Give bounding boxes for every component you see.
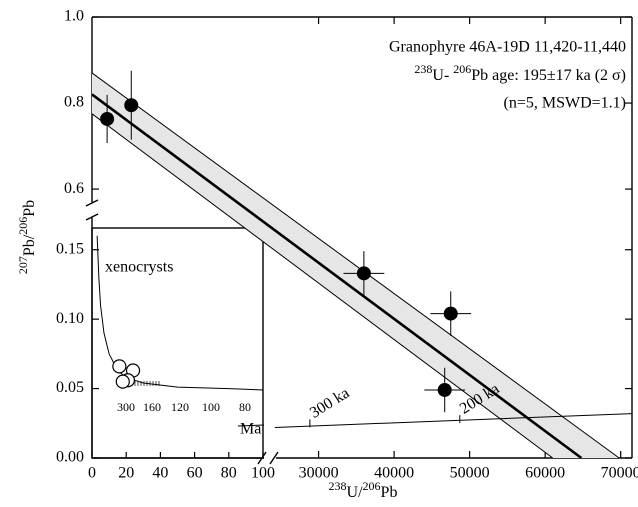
text-part: Pb xyxy=(381,484,398,501)
text-part: U- xyxy=(432,67,453,84)
x-tick-label: 40000 xyxy=(374,465,414,482)
inset-age-label: 100 xyxy=(202,400,220,414)
frame xyxy=(85,16,633,465)
y-tick-label: 1.0 xyxy=(64,8,84,25)
concordia xyxy=(274,413,633,428)
x-tick-label: 30000 xyxy=(299,465,339,482)
superscript: 238 xyxy=(329,479,347,493)
inset-age-unit: Ma xyxy=(240,421,261,438)
inset-point xyxy=(112,359,127,374)
inset-point xyxy=(115,374,130,389)
y-axis-label: 207Pb/206Pb xyxy=(16,200,38,274)
x-tick-label: 60000 xyxy=(525,465,565,482)
concordia-lead xyxy=(237,424,265,427)
text-part: Pb/ xyxy=(21,234,38,256)
text-part: Pb age: 195±17 ka (2 σ) xyxy=(471,67,626,84)
text-part: Pb xyxy=(21,200,38,217)
superscript: 206 xyxy=(453,62,471,76)
superscript: 206 xyxy=(363,479,381,493)
inset-age-label: 300 xyxy=(117,400,135,414)
inset-frame xyxy=(91,227,264,459)
inset-x-tick-label: 100 xyxy=(251,465,275,482)
annotation: (n=5, MSWD=1.1) xyxy=(504,95,626,112)
inset-title: xenocrysts xyxy=(105,259,173,276)
text-part: U/ xyxy=(347,484,364,501)
y-tick-label: 0.05 xyxy=(56,379,84,396)
superscript: 207 xyxy=(16,256,30,274)
data-point xyxy=(443,306,458,321)
y-tick-label: 0.00 xyxy=(56,449,84,466)
x-axis-label: 238U/206Pb xyxy=(329,479,398,501)
age-label: 300 ka xyxy=(307,385,353,422)
inset-x-tick-label: 60 xyxy=(187,465,203,482)
envelope-line xyxy=(91,72,620,459)
envelope-line xyxy=(91,113,553,459)
data-point xyxy=(437,382,452,397)
data-point xyxy=(356,266,371,281)
inset-x-tick-label: 80 xyxy=(221,465,237,482)
data-point xyxy=(124,98,139,113)
inset-x-tick-label: 40 xyxy=(152,465,168,482)
regression-line xyxy=(91,93,583,460)
inset-x-tick-label: 20 xyxy=(118,465,134,482)
data-point xyxy=(100,111,115,126)
inset-age-label: 160 xyxy=(143,400,161,414)
annotation: Granophyre 46A-19D 11,420-11,440 xyxy=(389,39,626,56)
annotation: 238U- 206Pb age: 195±17 ka (2 σ) xyxy=(414,62,626,84)
superscript: 238 xyxy=(414,62,432,76)
y-break xyxy=(85,199,99,221)
inset-age-label: 120 xyxy=(171,400,189,414)
x-tick-label: 50000 xyxy=(450,465,490,482)
y-tick-label: 0.15 xyxy=(56,240,84,257)
inset-age-label: 80 xyxy=(239,400,251,414)
superscript: 206 xyxy=(16,217,30,235)
y-tick-label: 0.8 xyxy=(64,94,84,111)
inset-x-tick-label: 0 xyxy=(88,465,96,482)
y-tick-label: 0.6 xyxy=(64,180,84,197)
y-tick-label: 0.10 xyxy=(56,310,84,327)
x-tick-label: 70000 xyxy=(601,465,638,482)
